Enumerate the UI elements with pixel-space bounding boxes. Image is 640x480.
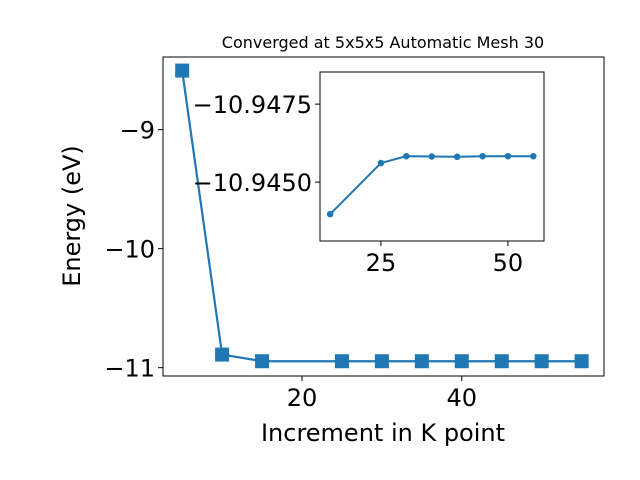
y-tick-label: −9	[120, 117, 155, 145]
marker	[494, 354, 509, 369]
y-tick-label: −10	[104, 236, 155, 264]
marker	[428, 153, 435, 160]
series-line	[329, 155, 534, 215]
marker	[326, 210, 334, 218]
y-tick-label: −10.9475	[193, 91, 312, 119]
x-axis-label: Increment in K point	[261, 419, 505, 447]
x-tick-label: 25	[366, 249, 397, 277]
marker	[215, 347, 230, 362]
marker	[534, 354, 549, 369]
marker	[454, 354, 469, 369]
y-axis-label: Energy (eV)	[58, 145, 86, 287]
marker	[374, 354, 389, 369]
marker	[175, 63, 190, 78]
marker	[453, 153, 461, 161]
marker	[334, 354, 349, 369]
x-tick-label: 40	[447, 384, 478, 412]
marker	[574, 354, 589, 369]
x-tick-label: 20	[287, 384, 318, 412]
chart-title: Converged at 5x5x5 Automatic Mesh 30	[222, 33, 544, 52]
marker	[403, 152, 410, 160]
x-tick-label: 50	[493, 249, 524, 277]
marker	[255, 354, 270, 369]
series-line	[181, 70, 582, 363]
marker	[377, 159, 385, 167]
marker	[530, 152, 537, 160]
y-tick-label: −10.9450	[193, 169, 312, 197]
y-tick-label: −11	[104, 355, 155, 383]
marker	[504, 152, 512, 160]
marker	[479, 152, 486, 160]
marker	[414, 354, 429, 369]
